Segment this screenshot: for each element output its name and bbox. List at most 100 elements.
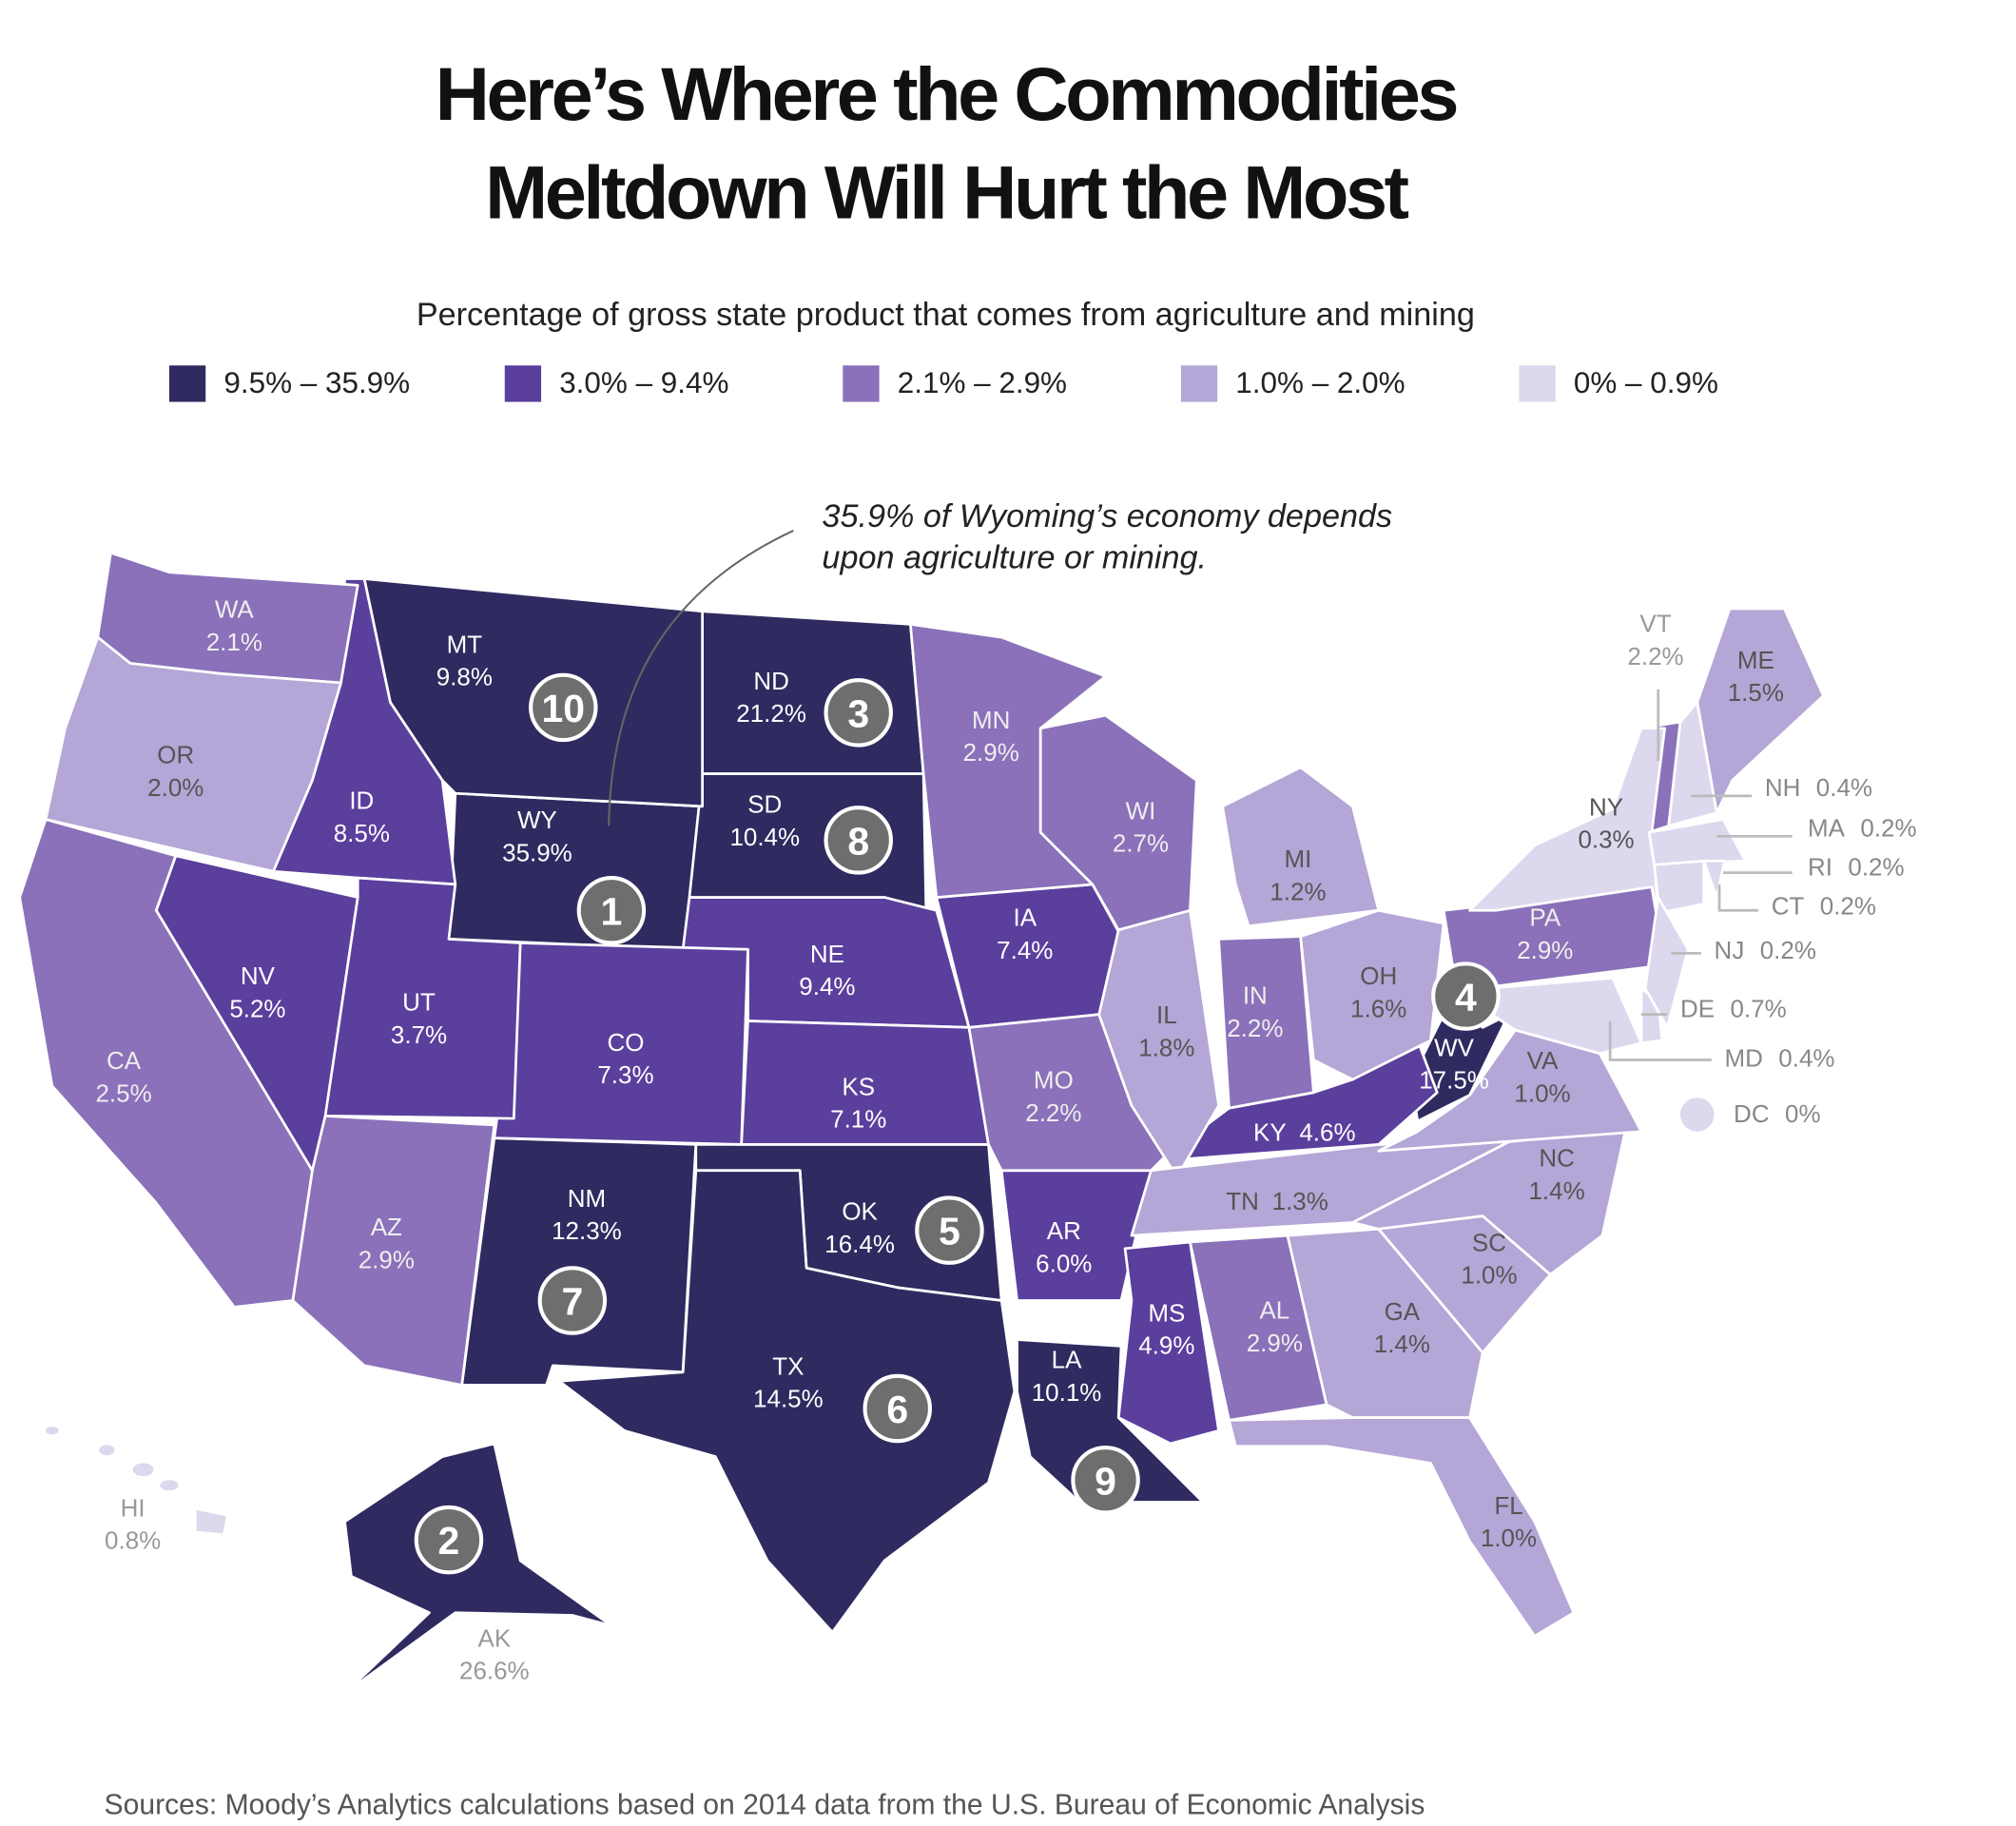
state-value-al: 2.9% <box>1247 1329 1303 1357</box>
state-label-tn: TN 1.3% <box>1226 1187 1328 1215</box>
state-abbr: TN <box>1226 1187 1259 1215</box>
rank-badge-sd <box>824 806 893 875</box>
state-ma[interactable] <box>1647 818 1747 866</box>
state-value-vt: 2.2% <box>1627 642 1683 670</box>
state-abbr-va: VA <box>1527 1046 1559 1075</box>
rank-badge-nd <box>824 678 893 748</box>
legend-swatch <box>843 365 880 402</box>
state-ca[interactable] <box>18 818 314 1309</box>
state-or[interactable] <box>44 635 342 873</box>
state-mi[interactable] <box>1221 766 1381 928</box>
state-ri[interactable] <box>1702 859 1726 899</box>
state-value: 0.4% <box>1778 1043 1834 1072</box>
state-nd[interactable] <box>701 610 925 776</box>
state-value-sd: 10.4% <box>729 823 800 851</box>
state-fl[interactable] <box>1228 1416 1576 1638</box>
state-nj[interactable] <box>1643 896 1690 1029</box>
state-abbr-ne: NE <box>810 940 844 968</box>
state-abbr-me: ME <box>1737 646 1774 674</box>
state-abbr-al: AL <box>1259 1296 1289 1325</box>
rank-number-nm: 7 <box>561 1280 583 1324</box>
state-value-co: 7.3% <box>597 1060 653 1089</box>
callout-line-1: 35.9% of Wyoming’s economy depends <box>822 498 1392 534</box>
state-value-hi: 0.8% <box>105 1526 161 1555</box>
state-sc[interactable] <box>1377 1214 1552 1354</box>
state-abbr-az: AZ <box>371 1213 402 1241</box>
state-in[interactable] <box>1217 935 1315 1110</box>
state-nm[interactable] <box>460 1136 698 1387</box>
state-tn[interactable] <box>1130 1140 1510 1237</box>
state-abbr-vt: VT <box>1639 610 1671 638</box>
state-value: 1.3% <box>1272 1187 1328 1215</box>
state-abbr-ia: IA <box>1014 903 1037 932</box>
state-abbr: DE <box>1680 994 1715 1022</box>
state-value-tx: 14.5% <box>753 1385 824 1413</box>
rank-badge-wv <box>1431 962 1501 1031</box>
subtitle: Percentage of gross state product that c… <box>417 297 1475 333</box>
state-md[interactable] <box>1455 977 1643 1056</box>
state-abbr-mo: MO <box>1034 1066 1074 1095</box>
state-value-ne: 9.4% <box>799 972 855 1000</box>
state-abbr: RI <box>1808 852 1832 881</box>
state-value: 0.2% <box>1848 852 1904 881</box>
state-abbr: NJ <box>1715 936 1745 964</box>
state-value: 0.4% <box>1816 773 1872 802</box>
state-value: 0% <box>1785 1099 1821 1128</box>
state-me[interactable] <box>1696 607 1825 815</box>
legend-swatch <box>168 365 206 402</box>
state-abbr-la: LA <box>1052 1346 1082 1374</box>
legend-swatch <box>1180 365 1218 402</box>
state-abbr: MD <box>1725 1043 1763 1072</box>
state-ut[interactable] <box>323 876 522 1120</box>
state-value-ak: 26.6% <box>459 1656 530 1684</box>
state-abbr-sc: SC <box>1472 1229 1506 1257</box>
state-value-il: 1.8% <box>1138 1033 1194 1061</box>
state-ak[interactable] <box>343 1442 613 1695</box>
state-value-ut: 3.7% <box>391 1020 447 1049</box>
state-abbr-mn: MN <box>972 706 1010 734</box>
state-value-mo: 2.2% <box>1025 1098 1081 1127</box>
state-value: 0.2% <box>1820 891 1876 920</box>
state-abbr-ak: AK <box>478 1623 512 1652</box>
state-abbr-wv: WV <box>1434 1033 1475 1061</box>
rank-number-tx: 6 <box>886 1388 908 1431</box>
rank-number-sd: 8 <box>847 819 869 863</box>
state-value: 0.2% <box>1760 936 1816 964</box>
state-value-nc: 1.4% <box>1528 1176 1584 1205</box>
state-value-la: 10.1% <box>1032 1378 1102 1407</box>
state-value-az: 2.9% <box>359 1245 415 1273</box>
state-value-ms: 4.9% <box>1138 1331 1194 1360</box>
state-hi-island <box>160 1480 179 1491</box>
state-la[interactable] <box>1016 1338 1205 1504</box>
state-abbr-nd: ND <box>753 667 789 695</box>
state-tx[interactable] <box>557 1169 1017 1634</box>
state-ny[interactable] <box>1468 727 1666 912</box>
state-abbr-ms: MS <box>1148 1298 1185 1327</box>
state-dc[interactable] <box>1680 1098 1715 1132</box>
states-layer <box>18 551 1825 1695</box>
title-line-1: Here’s Where the Commodities <box>436 51 1457 136</box>
state-hi[interactable] <box>193 1506 229 1537</box>
state-value-in: 2.2% <box>1227 1014 1283 1042</box>
state-hi-island <box>99 1445 115 1456</box>
state-wy[interactable] <box>447 791 704 951</box>
rank-badge-mt <box>529 672 598 743</box>
state-abbr-nv: NV <box>241 962 276 990</box>
rank-badges: 1 2 3 4 5 6 7 8 9 10 <box>414 672 1501 1575</box>
rank-badge-ok <box>915 1195 984 1265</box>
state-value-wi: 2.7% <box>1113 829 1169 858</box>
callout-leader-line <box>608 530 794 826</box>
legend-label: 2.1% – 2.9% <box>898 366 1067 399</box>
state-abbr-wa: WA <box>215 595 255 624</box>
state-value-nm: 12.3% <box>552 1216 622 1245</box>
state-abbr: DC <box>1734 1099 1770 1128</box>
state-abbr-tx: TX <box>772 1351 804 1380</box>
legend-label: 9.5% – 35.9% <box>223 366 410 399</box>
state-abbr: NH <box>1765 773 1801 802</box>
state-abbr: MA <box>1808 813 1846 842</box>
state-value-ia: 7.4% <box>997 936 1053 964</box>
legend-label: 3.0% – 9.4% <box>559 366 728 399</box>
state-abbr: KY <box>1253 1117 1287 1146</box>
state-abbr-nm: NM <box>568 1184 606 1213</box>
